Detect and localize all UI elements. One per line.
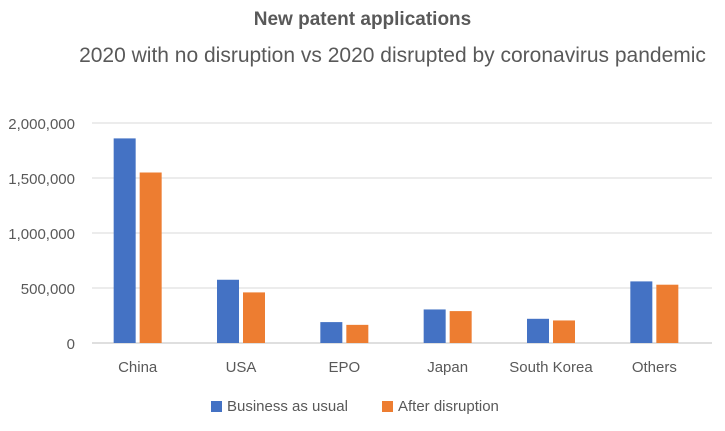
bar [346,324,369,343]
y-tick-label: 500,000 [21,281,75,298]
y-tick-label: 1,000,000 [8,226,75,243]
legend-swatch [382,401,393,412]
chart-subtitle: 2020 with no disruption vs 2020 disrupte… [79,44,706,67]
x-tick-label: Others [632,359,677,376]
bar [553,320,575,343]
bar [217,279,239,343]
bar [243,292,265,343]
bar [630,281,653,343]
y-tick-label: 0 [67,336,75,353]
legend-label: After disruption [398,398,499,415]
x-tick-label: Japan [427,359,468,376]
bar [139,172,162,343]
chart-title: New patent applications [253,9,472,30]
bar [527,318,549,343]
bar [656,284,679,343]
x-tick-label: China [118,359,158,376]
x-tick-label: South Korea [509,359,593,376]
y-tick-label: 2,000,000 [8,116,75,133]
bar [320,322,343,343]
y-tick-label: 1,500,000 [8,171,75,188]
legend-label: Business as usual [227,398,348,415]
x-tick-label: USA [226,359,257,376]
bar [423,309,446,343]
bar [113,138,136,343]
x-tick-label: EPO [328,359,360,376]
legend-swatch [211,401,222,412]
bar [449,311,472,343]
